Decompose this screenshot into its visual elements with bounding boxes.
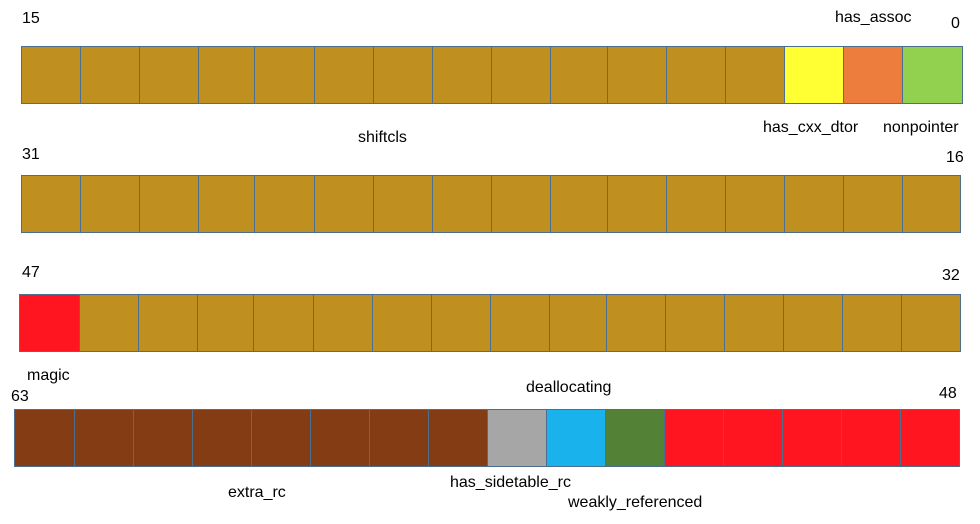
bit-cell-55 (487, 409, 547, 467)
bit-cell-48 (900, 409, 960, 467)
bit-cell-24 (432, 175, 492, 233)
bit-cell-56 (428, 409, 488, 467)
bit-cell-20 (666, 175, 726, 233)
bit-cell-41 (372, 294, 432, 352)
bit-row-32-47 (19, 294, 961, 352)
bit-cell-1 (843, 46, 903, 104)
field-label-has-assoc: has_assoc (835, 9, 912, 26)
bit-cell-7 (491, 46, 551, 104)
bit-cell-12 (198, 46, 255, 104)
bit-cell-35 (724, 294, 784, 352)
bit-cell-61 (133, 409, 193, 467)
bit-cell-52 (664, 409, 724, 467)
bit-cell-45 (138, 294, 198, 352)
bit-cell-16 (902, 175, 961, 233)
bit-cell-29 (139, 175, 199, 233)
bit-cell-59 (251, 409, 311, 467)
field-label-weakly-referenced: weakly_referenced (568, 494, 703, 511)
bit-label-0: 0 (951, 15, 960, 32)
bit-cell-11 (254, 46, 315, 104)
bit-cell-36 (665, 294, 725, 352)
bit-cell-39 (490, 294, 550, 352)
bit-cell-47 (19, 294, 80, 352)
bit-cell-19 (725, 175, 785, 233)
bit-cell-9 (373, 46, 433, 104)
bit-cell-34 (783, 294, 843, 352)
field-label-extra-rc: extra_rc (228, 484, 286, 501)
bit-cell-38 (549, 294, 607, 352)
bit-cell-10 (314, 46, 374, 104)
bit-cell-8 (432, 46, 492, 104)
bit-label-31: 31 (22, 146, 40, 163)
bit-cell-53 (605, 409, 665, 467)
bit-cell-57 (369, 409, 429, 467)
bit-cell-51 (723, 409, 783, 467)
bit-row-0-15 (21, 46, 963, 104)
bit-label-48: 48 (939, 385, 957, 402)
bit-cell-2 (784, 46, 844, 104)
bit-cell-58 (310, 409, 370, 467)
bit-cell-18 (784, 175, 844, 233)
bit-label-15: 15 (22, 10, 40, 27)
field-label-deallocating: deallocating (526, 379, 612, 396)
bit-cell-5 (607, 46, 667, 104)
bit-cell-40 (431, 294, 491, 352)
field-label-magic: magic (27, 367, 70, 384)
bit-label-32: 32 (942, 267, 960, 284)
bit-label-47: 47 (22, 264, 40, 281)
bit-cell-17 (843, 175, 903, 233)
bit-cell-4 (666, 46, 726, 104)
bit-cell-6 (550, 46, 608, 104)
field-label-has-sidetable-rc: has_sidetable_rc (450, 474, 571, 491)
bit-cell-37 (606, 294, 666, 352)
bit-cell-27 (254, 175, 315, 233)
bit-label-16: 16 (946, 149, 964, 166)
bit-cell-32 (901, 294, 961, 352)
bit-cell-23 (491, 175, 551, 233)
bit-cell-31 (21, 175, 81, 233)
bit-cell-60 (192, 409, 252, 467)
bit-cell-50 (782, 409, 842, 467)
bit-label-63: 63 (11, 388, 29, 405)
bit-cell-21 (607, 175, 667, 233)
bit-cell-25 (373, 175, 433, 233)
bit-cell-28 (198, 175, 255, 233)
bit-cell-14 (80, 46, 140, 104)
bit-cell-63 (14, 409, 75, 467)
field-label-has-cxx-dtor: has_cxx_dtor (763, 119, 859, 136)
bit-cell-13 (139, 46, 199, 104)
bit-row-48-63 (14, 409, 960, 467)
bit-cell-3 (725, 46, 785, 104)
bit-cell-44 (197, 294, 254, 352)
bit-cell-33 (842, 294, 902, 352)
bit-row-16-31 (21, 175, 961, 233)
bit-cell-26 (314, 175, 374, 233)
bit-cell-49 (841, 409, 901, 467)
bit-cell-46 (79, 294, 139, 352)
bit-cell-30 (80, 175, 140, 233)
bit-cell-0 (902, 46, 963, 104)
bit-cell-22 (550, 175, 608, 233)
bit-cell-15 (21, 46, 81, 104)
bit-cell-43 (253, 294, 314, 352)
field-label-nonpointer: nonpointer (883, 119, 959, 136)
bit-cell-54 (546, 409, 606, 467)
bit-cell-62 (74, 409, 134, 467)
field-label-shiftcls: shiftcls (358, 129, 407, 146)
bit-cell-42 (313, 294, 373, 352)
